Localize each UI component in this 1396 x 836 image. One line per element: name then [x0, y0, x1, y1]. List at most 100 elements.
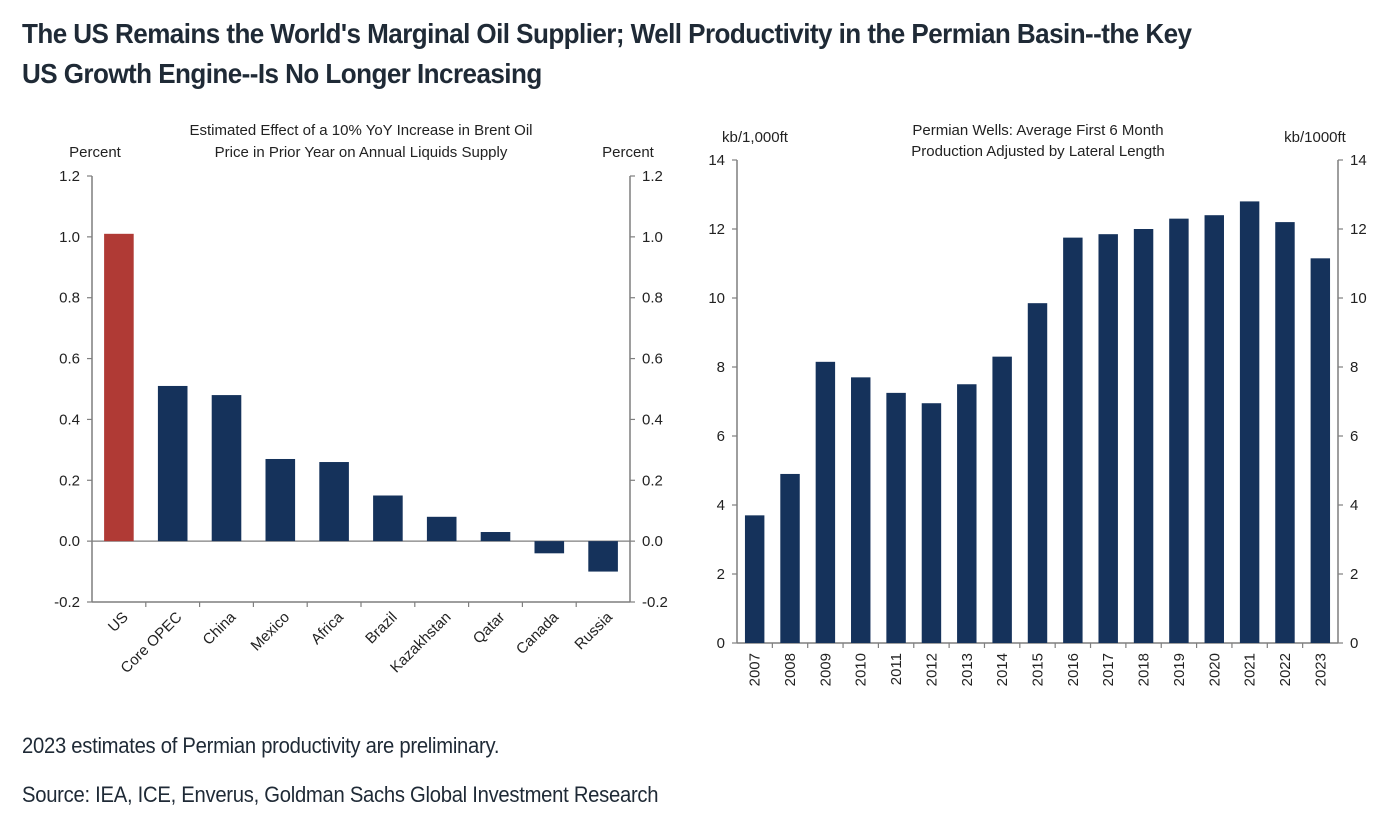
bar-mexico	[265, 458, 296, 542]
bar-2021	[1239, 201, 1260, 643]
bar-2015	[1027, 303, 1048, 643]
bar-canada	[534, 541, 565, 554]
footnote-source: Source: IEA, ICE, Enverus, Goldman Sachs…	[22, 782, 659, 807]
x-tick-label: China	[200, 608, 240, 648]
bar-2019	[1169, 218, 1189, 643]
y-axis-right-label: Percent	[602, 144, 655, 161]
headline-line-2: US Growth Engine--Is No Longer Increasin…	[22, 58, 542, 89]
y-tick-label-right: 6	[1350, 428, 1358, 445]
bar-qatar	[480, 532, 511, 542]
y-tick-label-right: 0.6	[642, 351, 663, 368]
x-tick-label: Mexico	[248, 609, 294, 655]
bar-kazakhstan	[426, 516, 457, 542]
y-tick-label-right: 10	[1350, 290, 1367, 307]
chart-title-line-2: Production Adjusted by Lateral Length	[911, 143, 1165, 160]
x-tick-label: Africa	[308, 608, 348, 648]
x-tick-label: US	[105, 609, 132, 636]
y-tick-label-left: 1.0	[59, 229, 80, 246]
y-tick-label-left: 0.2	[59, 472, 80, 489]
x-tick-label: 2007	[747, 653, 764, 686]
y-tick-label-right: 12	[1350, 221, 1367, 238]
x-tick-label: 2015	[1030, 653, 1047, 686]
x-tick-label: 2017	[1100, 653, 1117, 686]
x-tick-label: 2021	[1242, 653, 1259, 686]
y-tick-label-left: 0	[717, 635, 725, 652]
bar-china	[211, 395, 242, 542]
bar-2009	[815, 361, 836, 643]
footnote-preliminary: 2023 estimates of Permian productivity a…	[22, 733, 500, 758]
bar-us	[104, 233, 134, 542]
tick-labels: -0.2 -0.2 0.0 0.0 0.2 0.2 0.4 0.4 0.6 0.6 0.8 0.8 1.…	[54, 168, 668, 677]
x-tick-label: 2010	[853, 653, 870, 686]
bar-2023	[1310, 258, 1331, 643]
chart-permian-productivity: Permian Wells: Average First 6 Month Pro…	[708, 122, 1366, 686]
bars	[104, 233, 618, 572]
x-tick-label: 2011	[888, 653, 905, 685]
x-tick-label: 2012	[923, 653, 940, 686]
y-tick-label-right: 2	[1350, 566, 1358, 583]
headline-line-1: The US Remains the World's Marginal Oil …	[22, 18, 1192, 49]
y-tick-label-right: 0.0	[642, 533, 663, 550]
bars	[744, 201, 1331, 644]
chart-liquids-supply-effect: Estimated Effect of a 10% YoY Increase i…	[54, 122, 668, 677]
y-tick-label-left: 10	[708, 290, 725, 307]
headline: The US Remains the World's Marginal Oil …	[22, 14, 1287, 94]
y-axis-right-label: kb/1000ft	[1284, 129, 1347, 146]
y-tick-label-right: 8	[1350, 359, 1358, 376]
y-tick-label-right: 14	[1350, 152, 1367, 169]
y-tick-label-left: 6	[717, 428, 725, 445]
x-tick-label: Canada	[513, 608, 563, 658]
bar-russia	[588, 541, 618, 572]
bar-2018	[1133, 229, 1154, 643]
chart-title-line-1: Estimated Effect of a 10% YoY Increase i…	[190, 122, 533, 139]
tick-labels: 0 0 2 2 4 4 6 6 8 8 10 10 12 12 14 14 2007 2008 2009 2010 20…	[708, 152, 1366, 686]
bar-2010	[851, 377, 871, 643]
y-tick-label-left: 2	[717, 566, 725, 583]
bar-core-opec	[157, 385, 188, 542]
y-tick-label-right: 0.2	[642, 472, 663, 489]
y-axis-left-label: kb/1,000ft	[722, 129, 789, 146]
bar-2017	[1098, 234, 1118, 644]
bar-2012	[921, 403, 942, 643]
y-tick-label-right: 0	[1350, 635, 1358, 652]
x-tick-label: 2014	[994, 653, 1011, 686]
x-tick-label: 2013	[959, 653, 976, 686]
x-tick-label: 2009	[817, 653, 834, 686]
y-tick-label-left: 14	[708, 152, 725, 169]
bar-2007	[744, 515, 765, 643]
chart-title-line-1: Permian Wells: Average First 6 Month	[912, 122, 1163, 139]
x-tick-label: 2008	[782, 653, 799, 686]
bar-2016	[1063, 237, 1083, 643]
y-tick-label-left: 4	[717, 497, 725, 514]
x-tick-label: Qatar	[470, 609, 509, 648]
bar-2011	[886, 392, 906, 643]
bar-2022	[1275, 222, 1295, 643]
x-tick-label: Russia	[571, 608, 616, 653]
y-tick-label-left: 12	[708, 221, 725, 238]
x-tick-label: 2018	[1136, 653, 1153, 686]
bar-2014	[992, 356, 1012, 643]
y-tick-label-left: -0.2	[54, 594, 80, 611]
x-tick-label: 2022	[1277, 653, 1294, 686]
y-tick-label-right: 0.8	[642, 290, 663, 307]
y-tick-label-left: 0.8	[59, 290, 80, 307]
y-tick-label-right: 0.4	[642, 411, 663, 428]
bar-2020	[1204, 215, 1224, 643]
x-tick-label: 2023	[1312, 653, 1329, 686]
x-tick-label: 2019	[1171, 653, 1188, 686]
x-tick-label: Brazil	[362, 609, 401, 648]
x-tick-label: 2020	[1206, 653, 1223, 686]
chart-title-line-2: Price in Prior Year on Annual Liquids Su…	[215, 144, 508, 161]
y-tick-label-left: 0.4	[59, 411, 80, 428]
bar-2013	[957, 384, 977, 643]
y-tick-label-right: 1.2	[642, 168, 663, 185]
y-tick-label-left: 8	[717, 359, 725, 376]
bar-africa	[319, 462, 349, 542]
y-tick-label-left: 1.2	[59, 168, 80, 185]
y-tick-label-right: -0.2	[642, 594, 668, 611]
bar-2008	[780, 473, 800, 643]
y-tick-label-right: 1.0	[642, 229, 663, 246]
y-axis-left-label: Percent	[69, 144, 122, 161]
bar-brazil	[373, 495, 403, 542]
